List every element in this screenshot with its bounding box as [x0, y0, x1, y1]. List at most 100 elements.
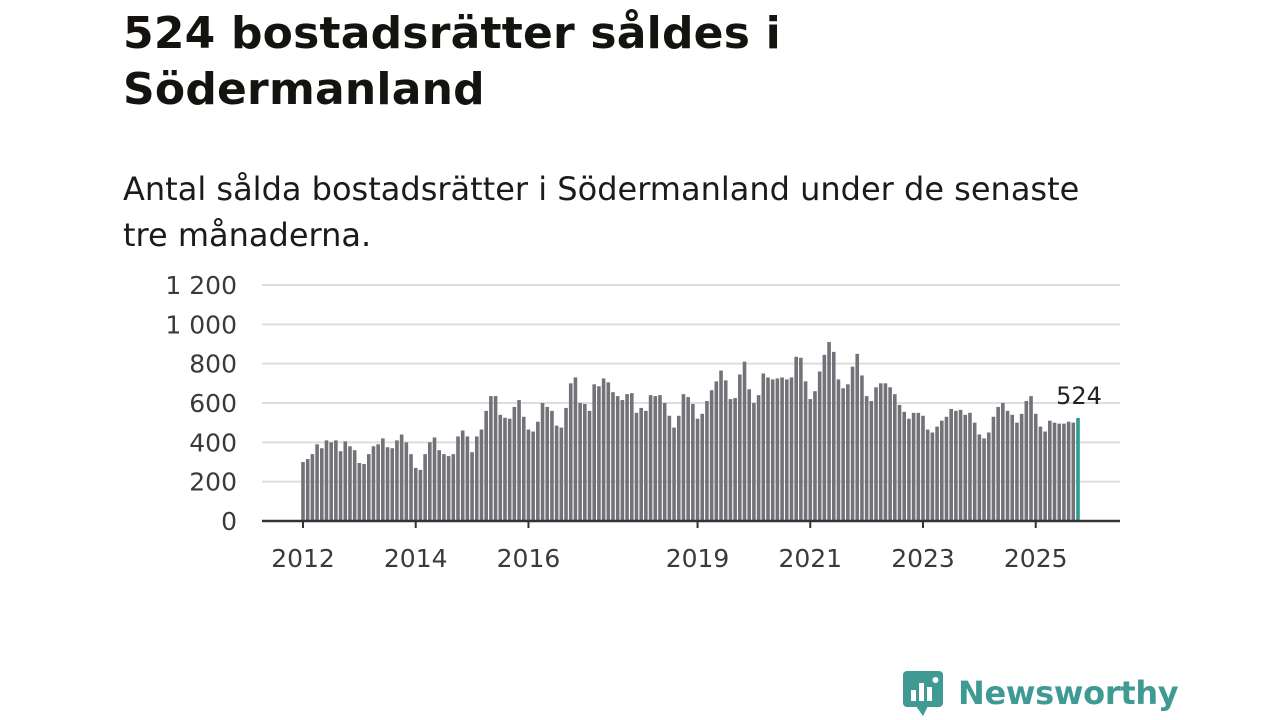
bar [550, 410, 554, 521]
x-tick-label: 2025 [1004, 544, 1068, 573]
bar [1015, 422, 1019, 521]
bar [996, 406, 1000, 521]
bar [691, 403, 695, 521]
bar [385, 447, 390, 521]
bar [568, 383, 573, 521]
bar [907, 418, 911, 521]
bar [376, 444, 380, 521]
bar [658, 395, 662, 521]
bar [1019, 413, 1024, 521]
bar [888, 387, 892, 521]
bar [700, 413, 705, 521]
bar [559, 427, 564, 521]
bar [503, 417, 507, 521]
bar [681, 394, 686, 521]
bar [1071, 422, 1076, 521]
bar [822, 354, 827, 521]
bar [766, 377, 770, 521]
bar [592, 384, 597, 521]
newsworthy-logo[interactable]: Newsworthy [902, 668, 1179, 718]
bar [944, 416, 949, 521]
bar [507, 418, 512, 521]
bar [587, 410, 592, 521]
bar [540, 403, 545, 521]
bar [878, 383, 883, 521]
bar [869, 401, 874, 521]
bar [1066, 421, 1071, 521]
bar [1057, 423, 1062, 521]
bar [395, 440, 399, 521]
bar [1043, 431, 1047, 521]
bar [827, 342, 831, 521]
bar [860, 375, 864, 521]
bar [695, 418, 700, 521]
bar [348, 446, 352, 521]
bar [334, 440, 338, 521]
bar [474, 436, 479, 521]
bar [855, 353, 860, 521]
bar [451, 454, 456, 521]
bar [991, 416, 996, 521]
bar [1010, 414, 1015, 521]
bar [831, 351, 836, 521]
bar [808, 399, 813, 521]
bar [634, 412, 639, 521]
bar [437, 450, 442, 521]
y-axis-labels: 0 200 400 600 800 1 000 1 200 [165, 271, 237, 536]
bar [489, 396, 493, 521]
bar [676, 415, 681, 521]
bar [456, 436, 460, 521]
y-tick-label: 400 [189, 428, 237, 457]
bar [329, 442, 333, 521]
bar [1029, 396, 1033, 521]
bar [409, 454, 413, 521]
bar [606, 382, 611, 521]
x-tick-label: 2014 [384, 544, 448, 573]
bar [446, 456, 451, 521]
bar [381, 438, 385, 521]
bar [1024, 401, 1029, 521]
bar [705, 401, 709, 521]
bar [498, 414, 503, 521]
bar [554, 425, 559, 521]
x-axis-ticks: 2012 2014 2016 2019 2021 2023 2025 [271, 521, 1068, 573]
bar [799, 357, 803, 521]
bar [686, 397, 690, 521]
bar [428, 442, 432, 521]
bar [352, 450, 357, 521]
bar [578, 403, 582, 521]
bar [747, 389, 752, 521]
bar [874, 387, 878, 521]
bar [784, 379, 789, 521]
bar [536, 421, 540, 521]
bar [615, 396, 620, 521]
bar [719, 370, 723, 521]
newsworthy-icon [903, 671, 943, 716]
bar [545, 406, 550, 521]
bar [564, 407, 568, 521]
bar [841, 388, 845, 521]
x-tick-label: 2019 [666, 544, 730, 573]
bar [442, 454, 446, 521]
y-tick-label: 1 200 [165, 271, 237, 300]
bar [597, 386, 601, 521]
bar [897, 404, 902, 521]
bar [728, 399, 733, 521]
bar [1038, 426, 1043, 521]
bar [850, 366, 855, 521]
bar [738, 374, 742, 521]
bar [484, 410, 488, 521]
bar [390, 448, 395, 521]
bar [935, 426, 939, 521]
brand-name: Newsworthy [958, 674, 1179, 712]
bar [883, 383, 888, 521]
bar [1048, 420, 1052, 521]
bar [310, 454, 315, 521]
bar-latest [1076, 417, 1080, 521]
bar [770, 379, 775, 521]
bar [470, 452, 474, 521]
bar [930, 432, 935, 521]
y-tick-label: 600 [189, 389, 237, 418]
bar [432, 437, 437, 521]
bar [817, 371, 822, 521]
